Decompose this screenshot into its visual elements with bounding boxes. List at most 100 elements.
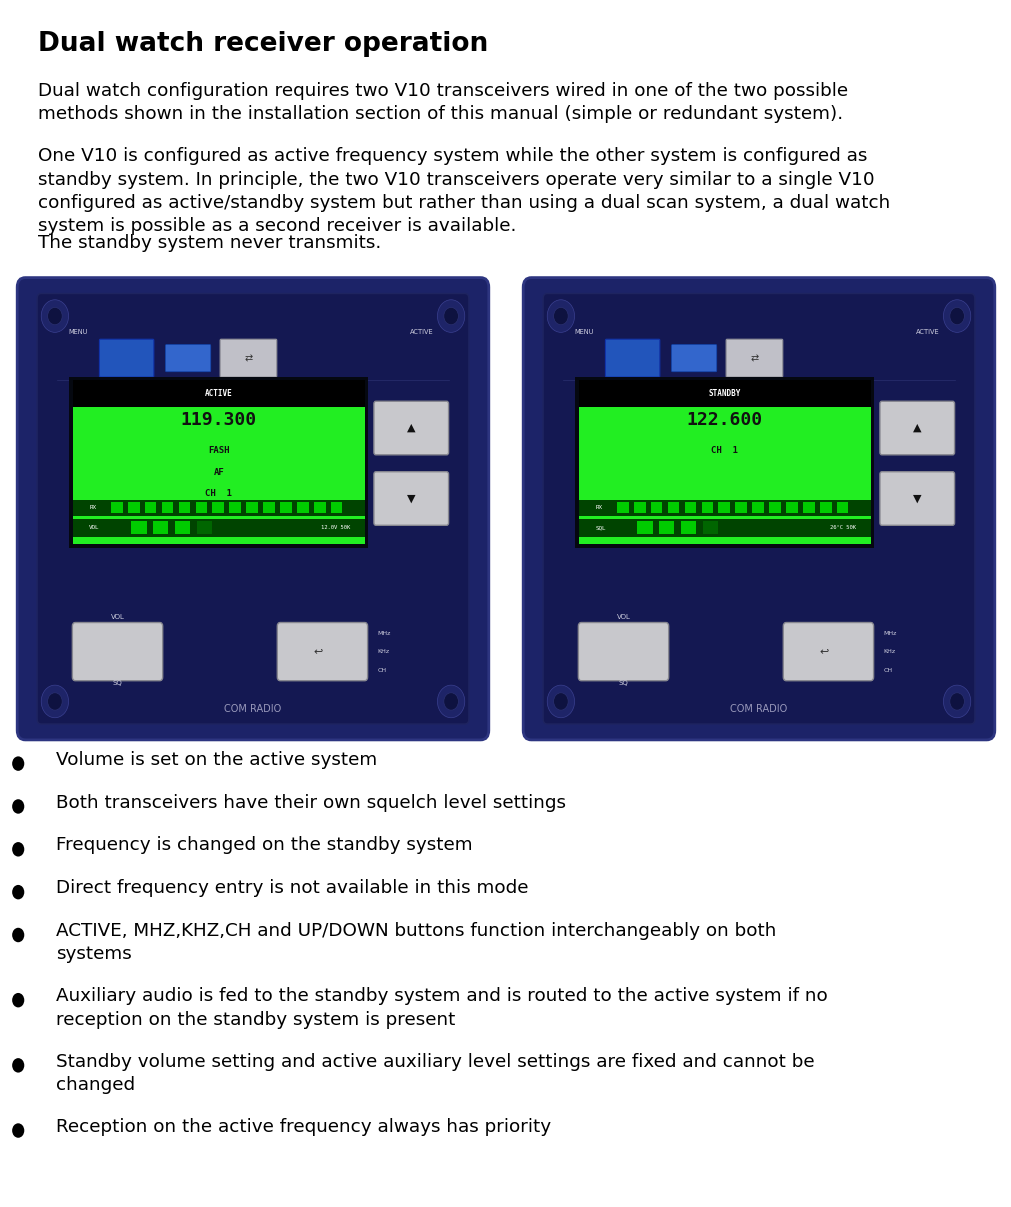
Bar (153, 521, 168, 535)
Text: VOL: VOL (110, 614, 124, 620)
Circle shape (48, 308, 62, 325)
Circle shape (553, 308, 567, 325)
Text: MHz: MHz (883, 631, 896, 636)
Bar (313, 502, 326, 513)
Text: ▲: ▲ (912, 422, 921, 433)
Bar (578, 519, 869, 537)
Bar (680, 521, 696, 535)
Text: MENU: MENU (573, 330, 592, 336)
Bar (578, 380, 869, 544)
Text: ACTIVE: ACTIVE (205, 389, 233, 398)
Text: FASH: FASH (208, 447, 229, 455)
Circle shape (437, 299, 464, 332)
Circle shape (41, 299, 69, 332)
FancyBboxPatch shape (99, 339, 154, 377)
Text: Reception on the active frequency always has priority: Reception on the active frequency always… (56, 1118, 550, 1136)
FancyBboxPatch shape (879, 401, 953, 455)
Text: ▲: ▲ (406, 422, 416, 433)
Text: CH  1: CH 1 (205, 489, 233, 497)
Text: SQ: SQ (112, 680, 122, 686)
Bar (684, 502, 696, 513)
Bar (73, 500, 364, 515)
Circle shape (12, 1059, 24, 1073)
FancyBboxPatch shape (671, 344, 716, 372)
Bar (197, 521, 212, 535)
Bar (263, 502, 275, 513)
Text: VOL: VOL (616, 614, 630, 620)
FancyBboxPatch shape (73, 623, 163, 681)
Text: ⇄: ⇄ (749, 354, 758, 363)
Text: 12.0V 50K: 12.0V 50K (320, 525, 350, 530)
Circle shape (12, 799, 24, 814)
Bar (195, 502, 207, 513)
Text: Volume is set on the active system: Volume is set on the active system (56, 751, 376, 769)
Bar (575, 377, 874, 548)
Bar (578, 500, 869, 515)
Bar (819, 502, 831, 513)
Text: VOL: VOL (89, 525, 99, 530)
Bar (246, 502, 258, 513)
Text: KHz: KHz (883, 649, 895, 654)
Bar (212, 502, 223, 513)
Bar (786, 502, 797, 513)
Bar (701, 502, 713, 513)
Text: ↩: ↩ (819, 647, 828, 657)
Text: ▼: ▼ (406, 494, 416, 503)
FancyBboxPatch shape (879, 472, 953, 525)
Circle shape (444, 308, 458, 325)
Bar (73, 519, 364, 537)
Text: Standby volume setting and active auxiliary level settings are fixed and cannot : Standby volume setting and active auxili… (56, 1053, 814, 1094)
Bar (735, 502, 746, 513)
Bar (73, 380, 364, 544)
Bar (175, 521, 190, 535)
FancyBboxPatch shape (605, 339, 659, 377)
Circle shape (12, 993, 24, 1008)
FancyBboxPatch shape (220, 339, 276, 377)
Circle shape (949, 308, 963, 325)
Circle shape (12, 842, 24, 857)
Text: CH  1: CH 1 (711, 447, 738, 455)
Text: COM RADIO: COM RADIO (224, 704, 281, 715)
Circle shape (12, 1124, 24, 1138)
Text: MENU: MENU (68, 330, 87, 336)
Text: KHz: KHz (377, 649, 389, 654)
Text: ⇄: ⇄ (244, 354, 253, 363)
Bar (127, 502, 140, 513)
Bar (162, 502, 173, 513)
Circle shape (547, 299, 574, 332)
FancyBboxPatch shape (523, 278, 994, 740)
Circle shape (547, 686, 574, 718)
Text: ACTIVE: ACTIVE (409, 330, 433, 336)
Text: ACTIVE: ACTIVE (915, 330, 938, 336)
Bar (280, 502, 291, 513)
Bar (718, 502, 729, 513)
Bar (703, 521, 718, 535)
Bar (179, 502, 190, 513)
Bar (73, 380, 364, 407)
Text: Dual watch receiver operation: Dual watch receiver operation (38, 31, 488, 58)
Bar (70, 377, 368, 548)
Bar (836, 502, 847, 513)
Text: Auxiliary audio is fed to the standby system and is routed to the active system : Auxiliary audio is fed to the standby sy… (56, 987, 827, 1028)
Text: ↩: ↩ (313, 647, 323, 657)
Text: CH: CH (883, 667, 892, 674)
Bar (131, 521, 147, 535)
Circle shape (437, 686, 464, 718)
Text: 122.600: 122.600 (686, 412, 762, 430)
Text: One V10 is configured as active frequency system while the other system is confi: One V10 is configured as active frequenc… (38, 147, 890, 235)
FancyBboxPatch shape (726, 339, 783, 377)
Circle shape (444, 693, 458, 710)
Circle shape (41, 686, 69, 718)
Text: AF: AF (213, 467, 224, 477)
Text: RX: RX (89, 506, 96, 511)
Text: RX: RX (594, 506, 602, 511)
Bar (578, 380, 869, 407)
Text: MHz: MHz (377, 631, 390, 636)
Text: SQL: SQL (594, 525, 605, 530)
Text: STANDBY: STANDBY (708, 389, 740, 398)
Circle shape (48, 693, 62, 710)
FancyBboxPatch shape (578, 623, 668, 681)
Bar (751, 502, 763, 513)
Bar (650, 502, 662, 513)
FancyBboxPatch shape (543, 293, 974, 724)
